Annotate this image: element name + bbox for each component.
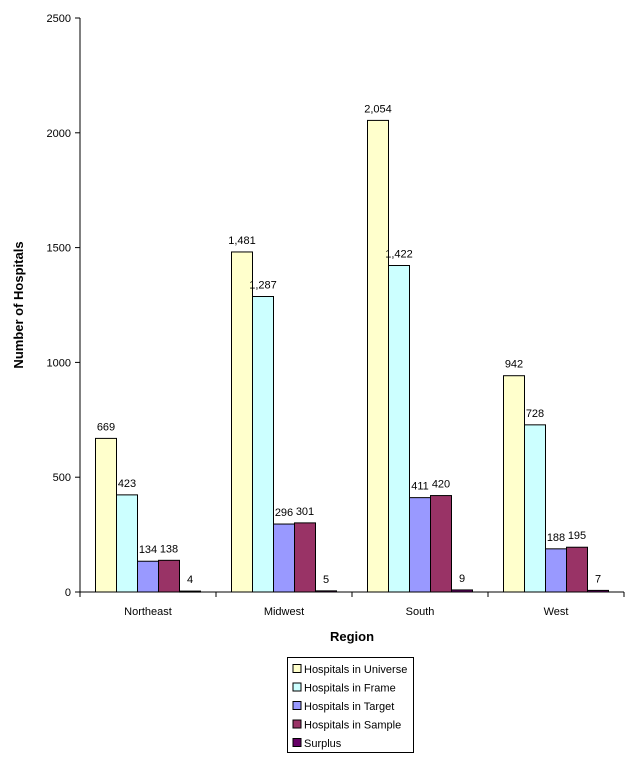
data-label: 669 [97, 421, 115, 433]
bar [315, 590, 337, 593]
legend-swatch [292, 701, 302, 710]
bar [451, 589, 473, 593]
legend-label: Hospitals in Target [304, 701, 394, 713]
legend-swatch [292, 719, 302, 729]
x-tick-label: West [544, 606, 569, 618]
y-tick-label: 0 [65, 587, 71, 599]
legend [287, 657, 414, 753]
x-tick-label: Midwest [264, 606, 304, 618]
data-label: 188 [547, 532, 565, 544]
bar [294, 522, 316, 593]
legend-swatch [292, 664, 302, 673]
data-label: 138 [160, 543, 178, 555]
y-tick-label: 1500 [47, 243, 71, 255]
bar [566, 546, 588, 593]
bar [137, 560, 159, 593]
y-tick-label: 2000 [47, 128, 71, 140]
bar [545, 548, 567, 593]
bar [231, 251, 253, 593]
bar [587, 589, 609, 593]
legend-swatch [292, 738, 302, 747]
data-label: 296 [275, 507, 293, 519]
bar [273, 523, 295, 593]
data-label: 195 [568, 530, 586, 542]
bar [158, 559, 180, 593]
x-tick-label: Northeast [124, 606, 172, 618]
bar [252, 296, 274, 593]
data-label: 5 [323, 574, 329, 586]
data-label: 942 [505, 359, 523, 371]
data-label: 1,422 [385, 249, 413, 261]
y-axis-title: Number of Hospitals [11, 241, 26, 368]
bar [388, 265, 410, 593]
bar [95, 437, 117, 593]
legend-swatch [292, 682, 302, 692]
legend-label: Hospitals in Frame [304, 683, 396, 695]
data-label: 4 [187, 574, 193, 586]
data-label: 1,287 [249, 280, 277, 292]
data-label: 301 [296, 506, 314, 518]
y-tick-label: 500 [53, 472, 71, 484]
data-label: 420 [432, 479, 450, 491]
bar [367, 119, 389, 593]
bar [179, 590, 201, 593]
data-label: 2,054 [364, 103, 392, 115]
data-label: 728 [526, 408, 544, 420]
data-label: 7 [595, 573, 601, 585]
bar [430, 495, 452, 593]
data-label: 1,481 [228, 235, 256, 247]
data-label: 423 [118, 478, 136, 490]
y-tick-label: 1000 [47, 357, 71, 369]
data-label: 411 [411, 481, 429, 493]
bar [503, 375, 525, 593]
bar [524, 424, 546, 593]
legend-label: Hospitals in Universe [304, 664, 407, 676]
legend-label: Hospitals in Sample [304, 720, 401, 732]
data-label: 9 [459, 573, 465, 585]
y-tick-label: 2500 [47, 13, 71, 25]
data-label: 134 [139, 544, 157, 556]
x-tick-label: South [406, 606, 435, 618]
bar [409, 497, 431, 593]
bar [116, 494, 138, 593]
x-axis-title: Region [330, 629, 374, 644]
legend-label: Surplus [304, 738, 342, 750]
